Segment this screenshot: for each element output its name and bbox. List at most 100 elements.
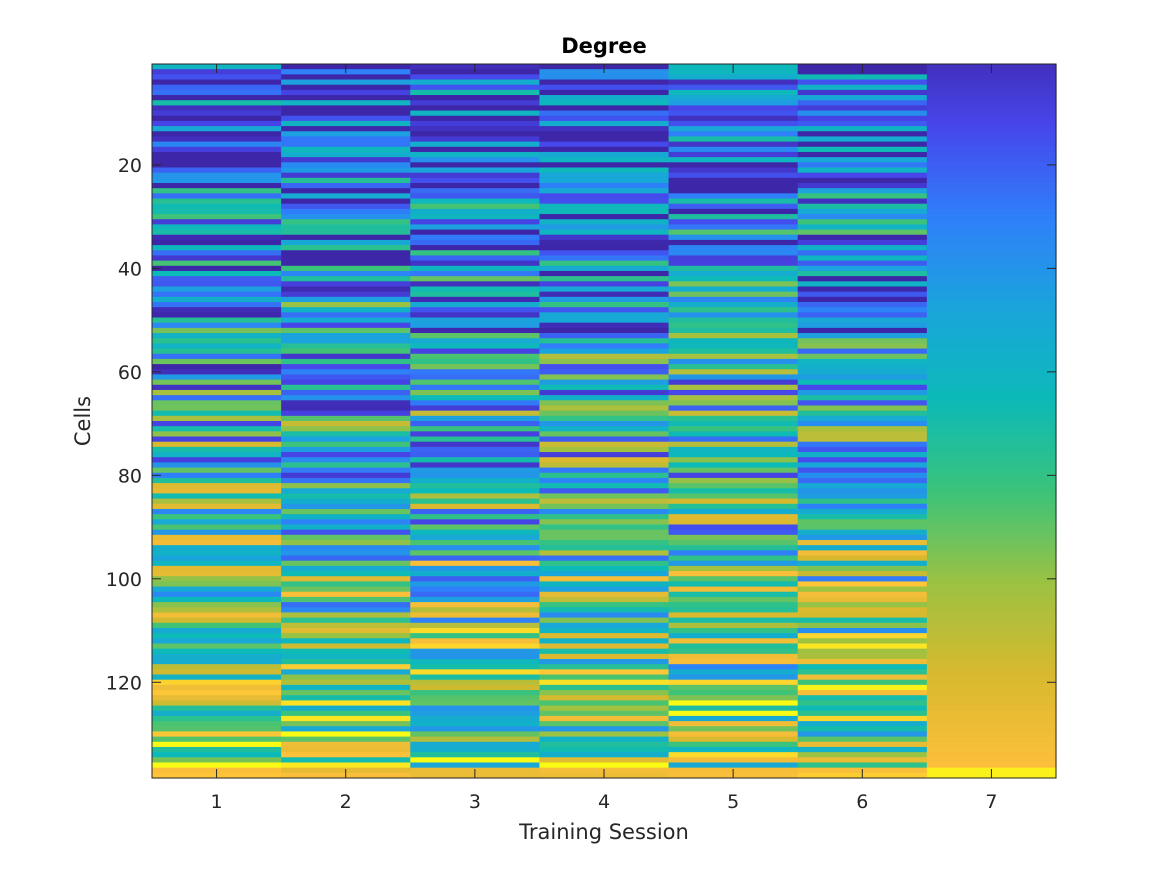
- heatmap-cell: [410, 602, 541, 608]
- heatmap-cell: [410, 514, 541, 520]
- heatmap-cell: [539, 281, 670, 288]
- heatmap-cell: [281, 596, 411, 603]
- heatmap-cell: [281, 224, 411, 231]
- heatmap-cell: [281, 255, 411, 262]
- heatmap-cell: [152, 239, 282, 246]
- heatmap-cell: [668, 395, 799, 401]
- heatmap-cell: [926, 400, 1057, 407]
- heatmap-cell: [281, 162, 411, 169]
- heatmap-cell: [281, 157, 411, 163]
- heatmap-cell: [926, 229, 1057, 236]
- heatmap-cell: [410, 596, 541, 603]
- heatmap-cell: [926, 467, 1057, 474]
- heatmap-cell: [152, 591, 282, 598]
- heatmap-cell: [152, 586, 282, 593]
- heatmap-cell: [152, 524, 282, 531]
- heatmap-cell: [926, 136, 1057, 143]
- y-axis-label: Cells: [71, 396, 95, 446]
- heatmap-cell: [539, 286, 670, 293]
- heatmap-cell: [281, 674, 411, 681]
- x-tick-label: 6: [856, 791, 868, 813]
- heatmap-cell: [926, 545, 1057, 551]
- heatmap-cell: [410, 203, 541, 210]
- heatmap-cell: [281, 203, 411, 210]
- heatmap-cell: [539, 327, 670, 334]
- heatmap-cell: [410, 540, 541, 546]
- heatmap-cell: [410, 545, 541, 551]
- heatmap-cell: [152, 105, 282, 112]
- heatmap-cell: [668, 307, 799, 313]
- heatmap-cell: [410, 400, 541, 407]
- heatmap-cell: [668, 302, 799, 308]
- heatmap-cell: [539, 89, 670, 96]
- heatmap-cell: [668, 612, 799, 619]
- heatmap-cell: [797, 757, 928, 764]
- heatmap-cell: [152, 715, 282, 722]
- heatmap-cell: [668, 74, 799, 81]
- heatmap-cell: [926, 534, 1057, 541]
- heatmap-cell: [281, 353, 411, 360]
- heatmap-cell: [410, 369, 541, 376]
- heatmap-cell: [281, 633, 411, 639]
- heatmap-cell: [797, 746, 928, 753]
- heatmap-cell: [926, 250, 1057, 257]
- heatmap-cell: [410, 146, 541, 153]
- heatmap-cell: [410, 643, 541, 650]
- heatmap-cell: [410, 307, 541, 313]
- heatmap-cell: [281, 110, 411, 117]
- heatmap-cell: [410, 659, 541, 665]
- heatmap-cell: [668, 162, 799, 169]
- heatmap-cell: [668, 664, 799, 670]
- heatmap-cell: [926, 193, 1057, 200]
- heatmap-cell: [281, 679, 411, 686]
- heatmap-cell: [539, 234, 670, 241]
- heatmap-cell: [410, 524, 541, 531]
- heatmap-cell: [797, 110, 928, 117]
- heatmap-cell: [152, 167, 282, 174]
- heatmap-cell: [926, 177, 1057, 184]
- heatmap-cell: [668, 312, 799, 319]
- heatmap-cell: [539, 110, 670, 117]
- heatmap-cell: [539, 472, 670, 479]
- heatmap-cell: [281, 95, 411, 101]
- heatmap-cell: [281, 488, 411, 495]
- heatmap-cell: [668, 602, 799, 608]
- heatmap-cell: [668, 684, 799, 691]
- heatmap-cell: [152, 545, 282, 551]
- heatmap-cell: [926, 529, 1057, 536]
- heatmap-cell: [410, 353, 541, 360]
- heatmap-cell: [797, 426, 928, 432]
- heatmap-cell: [926, 343, 1057, 350]
- heatmap-cell: [410, 126, 541, 132]
- heatmap-cell: [152, 483, 282, 489]
- heatmap-cell: [668, 379, 799, 386]
- heatmap-cell: [797, 638, 928, 645]
- heatmap-cell: [668, 741, 799, 748]
- heatmap-cell: [152, 157, 282, 163]
- heatmap-cell: [668, 498, 799, 505]
- heatmap-cell: [926, 617, 1057, 624]
- heatmap-cell: [152, 602, 282, 608]
- heatmap-cell: [281, 136, 411, 143]
- heatmap-cell: [539, 679, 670, 686]
- heatmap-cell: [281, 229, 411, 236]
- x-tick-label: 1: [211, 791, 223, 813]
- heatmap-cell: [281, 700, 411, 707]
- heatmap-cell: [152, 395, 282, 401]
- heatmap-cell: [539, 591, 670, 598]
- heatmap-cell: [926, 162, 1057, 169]
- heatmap-cell: [668, 415, 799, 422]
- heatmap-cell: [281, 265, 411, 272]
- heatmap-cell: [797, 369, 928, 376]
- heatmap-cell: [539, 638, 670, 645]
- heatmap-cell: [281, 477, 411, 484]
- heatmap-cell: [152, 276, 282, 282]
- heatmap-cell: [926, 234, 1057, 241]
- heatmap-cell: [797, 462, 928, 469]
- heatmap-cell: [281, 146, 411, 153]
- heatmap-cell: [281, 643, 411, 650]
- heatmap-cell: [926, 120, 1057, 127]
- heatmap-cell: [281, 560, 411, 567]
- heatmap-cell: [926, 508, 1057, 515]
